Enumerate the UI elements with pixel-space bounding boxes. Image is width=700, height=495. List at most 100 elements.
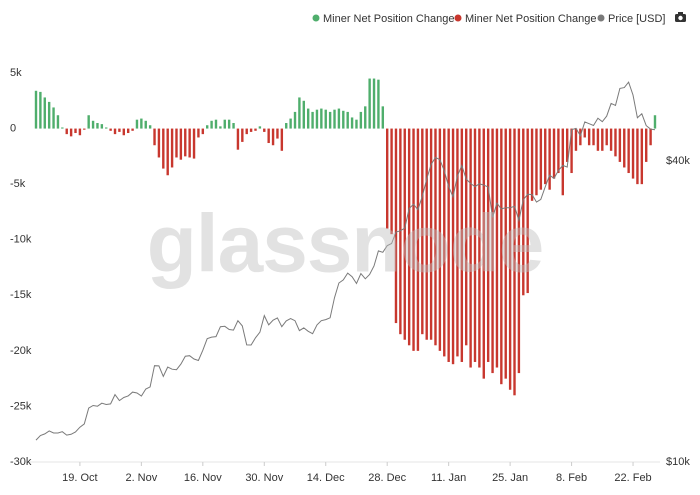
bar xyxy=(645,128,648,162)
bar xyxy=(342,110,345,129)
camera-icon[interactable] xyxy=(675,12,686,22)
bar xyxy=(636,128,639,185)
bar xyxy=(513,128,516,396)
bar xyxy=(605,128,608,146)
bar xyxy=(188,128,191,158)
bar xyxy=(214,119,218,129)
y2-tick-label: $40k xyxy=(666,155,690,167)
bar xyxy=(69,128,73,137)
bar xyxy=(434,128,437,346)
bar xyxy=(596,128,600,151)
bar xyxy=(47,101,51,129)
bar xyxy=(289,118,292,129)
bar xyxy=(526,128,529,294)
bar xyxy=(236,128,240,150)
camera-lens xyxy=(678,15,683,21)
bar xyxy=(298,97,301,129)
bar xyxy=(500,128,503,385)
bar xyxy=(627,128,630,174)
bar xyxy=(249,128,253,132)
bar xyxy=(425,128,428,340)
bar xyxy=(166,128,169,176)
bar xyxy=(285,123,288,129)
y-tick-label: -10k xyxy=(10,234,32,246)
bar xyxy=(96,123,99,129)
bar xyxy=(570,128,573,174)
bar xyxy=(355,119,358,129)
x-tick-label: 30. Nov xyxy=(245,472,283,484)
bar xyxy=(631,128,635,179)
bar xyxy=(394,128,398,324)
legend-label: Price [USD] xyxy=(608,13,665,25)
bar xyxy=(109,128,112,131)
bar xyxy=(56,115,60,129)
legend-label: Miner Net Position Change xyxy=(465,13,596,25)
bar xyxy=(276,128,279,139)
bar xyxy=(565,128,569,162)
bar xyxy=(131,128,134,131)
bar xyxy=(271,128,275,146)
x-tick-label: 16. Nov xyxy=(184,472,222,484)
bar xyxy=(162,128,165,169)
bar xyxy=(83,128,86,130)
bar xyxy=(438,128,442,351)
y-tick-label: -15k xyxy=(10,289,32,301)
bar xyxy=(557,128,560,174)
bar xyxy=(486,128,490,362)
bar xyxy=(61,127,64,129)
bar xyxy=(184,128,187,157)
bar xyxy=(478,128,481,368)
bar xyxy=(386,128,389,229)
bar xyxy=(333,109,336,129)
bar xyxy=(43,97,46,129)
y-tick-label: -30k xyxy=(10,456,32,468)
bar xyxy=(359,111,363,129)
bar xyxy=(324,109,327,129)
bar xyxy=(495,128,499,368)
bar xyxy=(465,128,468,346)
camera-top xyxy=(678,12,683,15)
bar xyxy=(311,111,314,129)
bar xyxy=(157,128,161,158)
y-tick-label: -25k xyxy=(10,400,32,412)
bar xyxy=(280,128,284,151)
bar xyxy=(412,128,415,351)
bar xyxy=(579,128,582,146)
bar xyxy=(197,128,200,138)
bar xyxy=(122,128,125,136)
bar xyxy=(201,128,205,135)
legend-marker xyxy=(597,14,605,22)
bar xyxy=(206,125,209,129)
x-tick-label: 28. Dec xyxy=(368,472,406,484)
bar xyxy=(609,128,613,151)
bar xyxy=(241,128,244,142)
bar xyxy=(113,128,117,135)
y-tick-label: -20k xyxy=(10,345,32,357)
bar xyxy=(39,91,42,129)
bar xyxy=(346,111,349,129)
bar xyxy=(34,90,38,129)
bar xyxy=(535,128,538,196)
bar xyxy=(649,128,652,146)
bar xyxy=(87,115,90,129)
x-tick-label: 22. Feb xyxy=(614,472,651,484)
bar xyxy=(574,128,578,151)
y2-tick-label: $10k xyxy=(666,456,690,468)
bar xyxy=(614,128,617,157)
bar xyxy=(469,128,472,368)
bar xyxy=(135,119,139,129)
legend-marker xyxy=(312,14,320,22)
bar xyxy=(561,128,564,196)
x-tick-label: 19. Oct xyxy=(62,472,97,484)
bar xyxy=(473,128,477,362)
bar xyxy=(407,128,411,346)
bar xyxy=(232,123,235,129)
bar xyxy=(179,128,183,160)
legend-label: Miner Net Position Change xyxy=(323,13,454,25)
bar xyxy=(530,128,534,201)
bar xyxy=(153,128,156,146)
bar xyxy=(105,127,108,129)
bar xyxy=(504,128,507,379)
bar xyxy=(140,118,143,129)
